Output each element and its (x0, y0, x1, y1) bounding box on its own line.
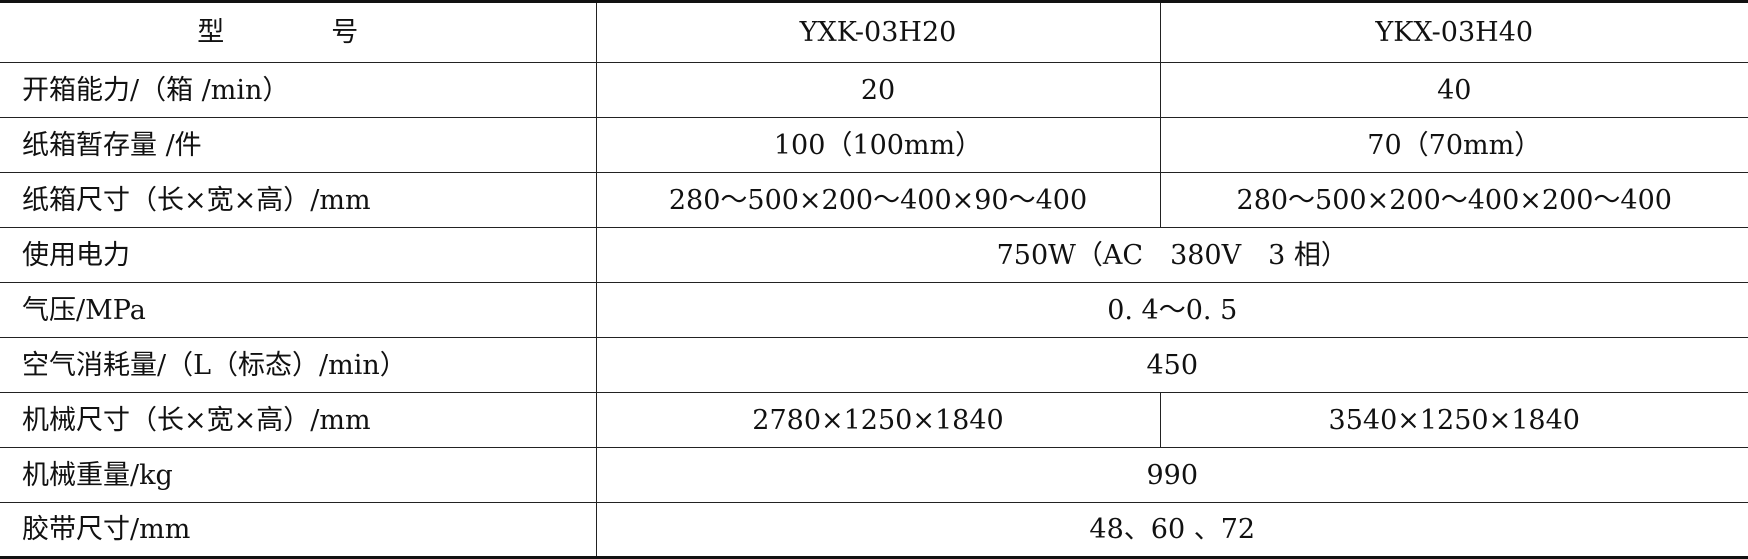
table-row: 机械重量/kg 990 (0, 447, 1748, 503)
table-row: 纸箱尺寸（长×宽×高）/mm 280～500×200～400×90～400 28… (0, 172, 1748, 228)
row-value-model-1: 100（100mm） (595, 117, 1161, 173)
table-row: 纸箱暂存量 /件 100（100mm） 70（70mm） (0, 117, 1748, 173)
header-model-label: 型 号 (0, 0, 597, 63)
row-value-model-2: 3540×1250×1840 (1159, 392, 1748, 448)
table-row: 使用电力 750W（AC 380V 3 相） (0, 227, 1748, 283)
header-model-1: YXK-03H20 (595, 0, 1161, 63)
row-label: 气压/MPa (0, 282, 597, 338)
row-value-model-1: 2780×1250×1840 (595, 392, 1161, 448)
row-label: 纸箱尺寸（长×宽×高）/mm (0, 172, 597, 228)
row-label: 机械尺寸（长×宽×高）/mm (0, 392, 597, 448)
row-value-merged: 0. 4～0. 5 (595, 282, 1748, 338)
header-row: 型 号 YXK-03H20 YKX-03H40 (0, 0, 1748, 63)
table-row: 机械尺寸（长×宽×高）/mm 2780×1250×1840 3540×1250×… (0, 392, 1748, 448)
row-label: 机械重量/kg (0, 447, 597, 503)
row-value-merged: 450 (595, 337, 1748, 393)
row-value-merged: 750W（AC 380V 3 相） (595, 227, 1748, 283)
table-row: 胶带尺寸/mm 48、60 、72 (0, 502, 1748, 559)
table-row: 开箱能力/（箱 /min） 20 40 (0, 62, 1748, 118)
row-label: 胶带尺寸/mm (0, 502, 597, 559)
row-value-model-2: 40 (1159, 62, 1748, 118)
row-value-model-2: 280～500×200～400×200～400 (1159, 172, 1748, 228)
table-row: 空气消耗量/（L（标态）/min） 450 (0, 337, 1748, 393)
row-value-merged: 48、60 、72 (595, 502, 1748, 559)
row-value-model-1: 280～500×200～400×90～400 (595, 172, 1161, 228)
row-label: 开箱能力/（箱 /min） (0, 62, 597, 118)
row-value-model-2: 70（70mm） (1159, 117, 1748, 173)
header-model-2: YKX-03H40 (1159, 0, 1748, 63)
row-label: 纸箱暂存量 /件 (0, 117, 597, 173)
row-value-model-1: 20 (595, 62, 1161, 118)
row-value-merged: 990 (595, 447, 1748, 503)
row-label: 使用电力 (0, 227, 597, 283)
row-label: 空气消耗量/（L（标态）/min） (0, 337, 597, 393)
table-row: 气压/MPa 0. 4～0. 5 (0, 282, 1748, 338)
